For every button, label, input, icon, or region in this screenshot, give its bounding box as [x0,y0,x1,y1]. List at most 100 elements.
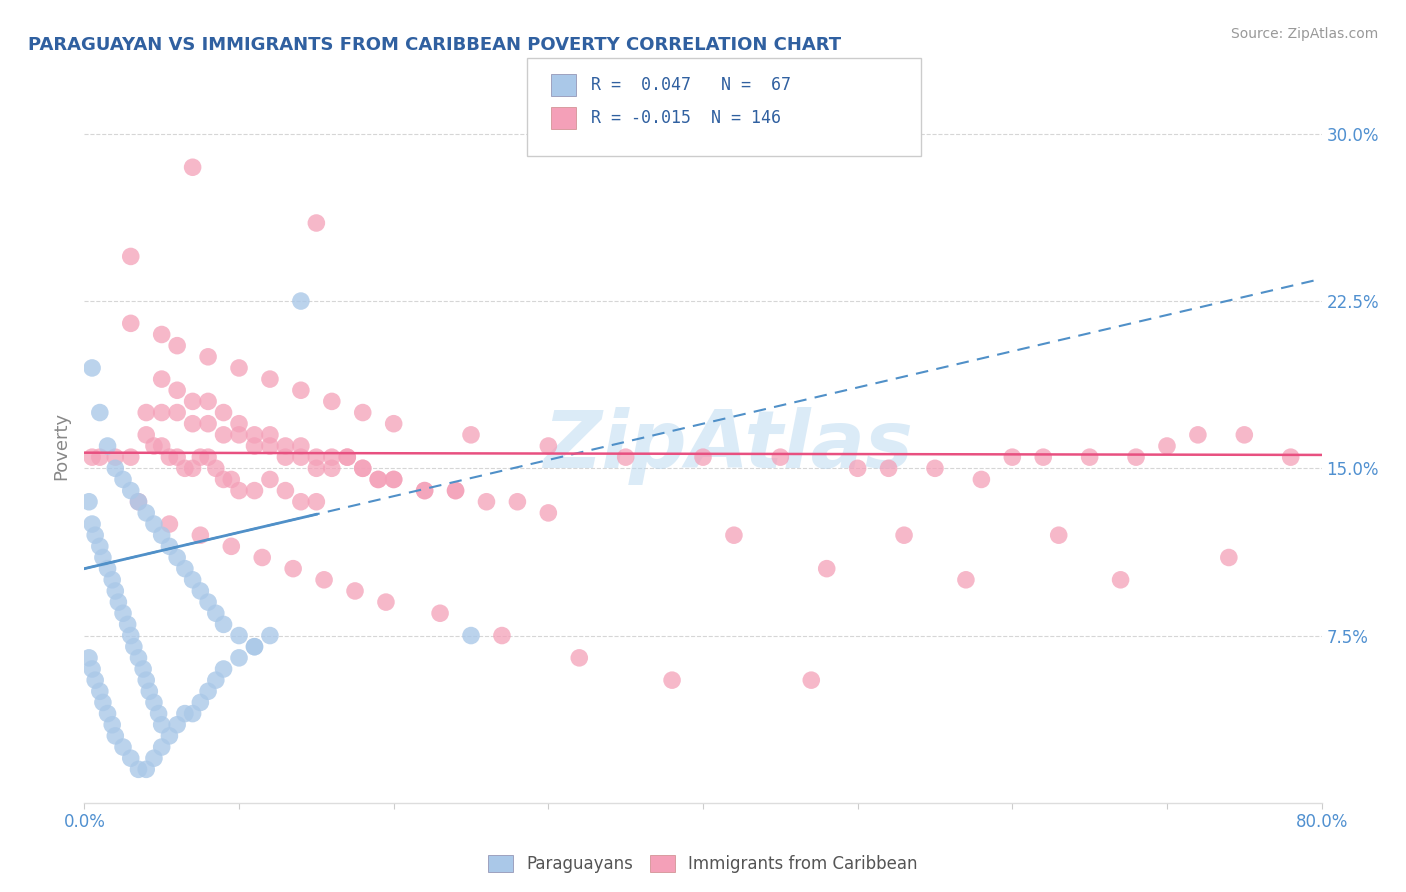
Point [197,684,219,698]
Point [174,562,197,576]
Point [259,427,281,442]
Point [1047,528,1070,542]
Point [89,539,111,553]
Point [159,539,180,553]
Point [82,517,104,532]
Point [77,494,100,508]
Point [413,483,436,498]
Point [197,595,219,609]
Point [460,628,482,642]
Point [367,473,389,487]
Legend: Paraguayans, Immigrants from Caribbean: Paraguayans, Immigrants from Caribbean [481,848,925,880]
Point [344,583,367,598]
Point [367,473,389,487]
Point [259,439,281,453]
Point [290,439,312,453]
Point [150,439,173,453]
Point [96,439,118,453]
Point [104,583,127,598]
Point [221,473,243,487]
Point [274,483,297,498]
Point [281,562,305,576]
Point [250,550,273,565]
Point [243,427,266,442]
Point [970,473,993,487]
Point [212,617,235,632]
Point [135,762,157,776]
Point [769,450,792,465]
Point [212,473,235,487]
Point [321,394,343,409]
Point [104,461,127,475]
Point [120,450,142,465]
Point [120,751,142,765]
Point [122,640,145,654]
Point [1001,450,1024,465]
Point [188,696,212,710]
Point [1109,573,1132,587]
Point [614,450,637,465]
Point [112,607,135,621]
Point [166,405,188,420]
Point [188,450,212,465]
Point [305,216,328,230]
Point [228,651,250,665]
Point [104,729,127,743]
Point [212,427,235,442]
Point [143,517,166,532]
Point [181,394,204,409]
Point [212,662,235,676]
Point [166,338,188,352]
Point [135,405,157,420]
Point [188,583,212,598]
Point [135,506,157,520]
Point [135,427,157,442]
Point [166,384,188,398]
Point [150,372,173,386]
Y-axis label: Poverty: Poverty [52,412,70,480]
Point [375,595,398,609]
Point [537,506,560,520]
Point [174,706,197,721]
Point [1279,450,1302,465]
Point [290,450,312,465]
Point [352,405,374,420]
Point [117,617,139,632]
Point [243,640,266,654]
Point [150,528,173,542]
Point [181,573,204,587]
Point [506,494,529,508]
Point [259,628,281,642]
Point [800,673,823,687]
Point [159,517,180,532]
Point [143,696,166,710]
Point [352,461,374,475]
Point [181,461,204,475]
Point [120,249,142,264]
Point [228,628,250,642]
Point [259,473,281,487]
Point [188,528,212,542]
Point [221,539,243,553]
Point [127,494,149,508]
Point [120,628,142,642]
Point [243,640,266,654]
Point [290,293,312,308]
Point [305,494,328,508]
Point [91,696,114,710]
Point [274,439,297,453]
Point [150,327,173,342]
Point [181,417,204,431]
Point [89,450,111,465]
Point [148,706,170,721]
Point [723,528,745,542]
Point [143,439,166,453]
Point [82,360,104,375]
Point [243,439,266,453]
Text: Source: ZipAtlas.com: Source: ZipAtlas.com [1230,27,1378,41]
Point [259,372,281,386]
Point [1156,439,1178,453]
Point [1233,427,1256,442]
Point [305,461,328,475]
Point [84,673,107,687]
